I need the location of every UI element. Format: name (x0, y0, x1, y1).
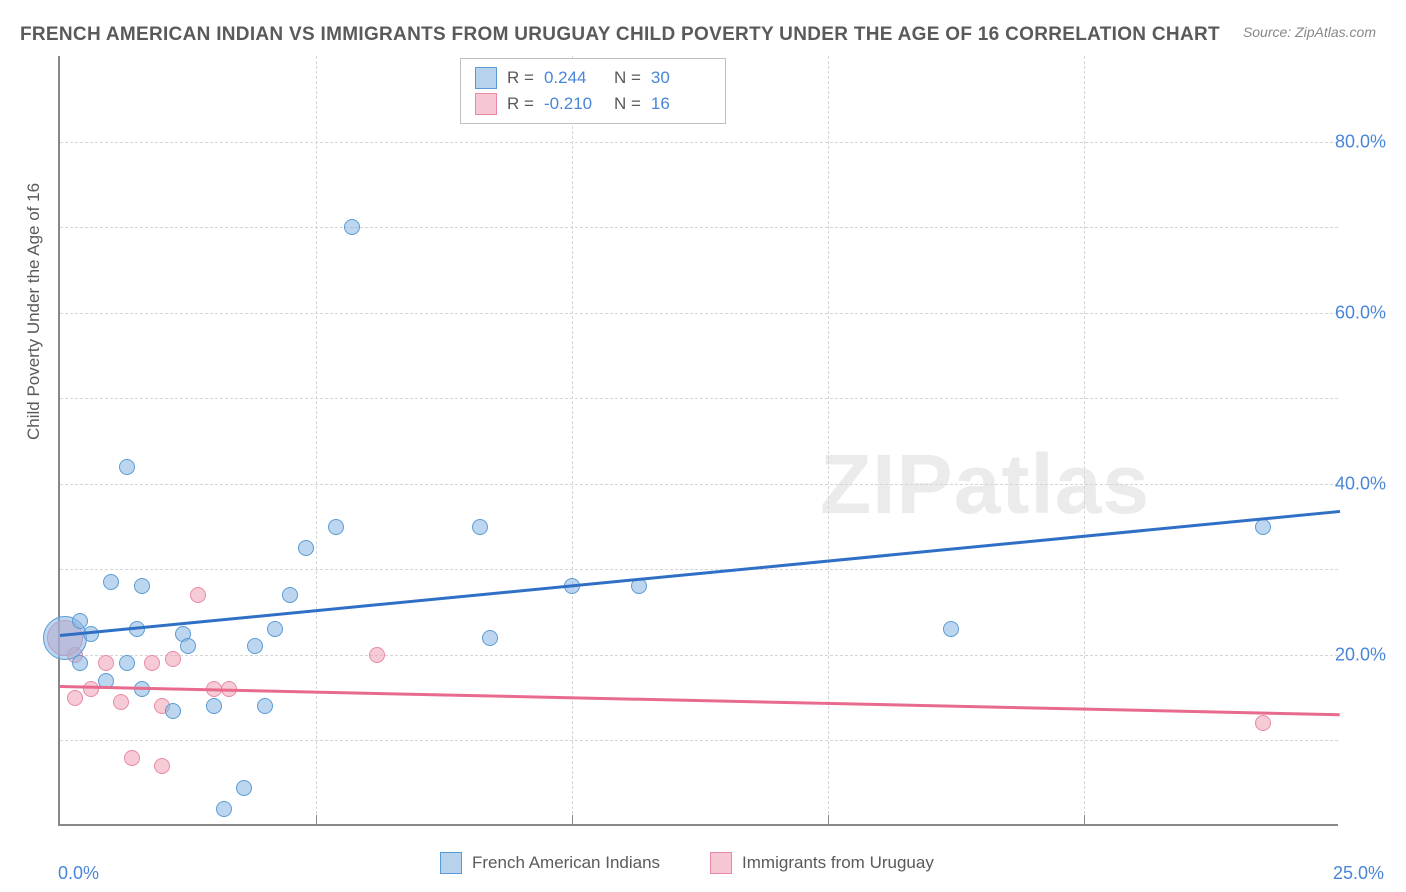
data-point-pink (98, 655, 114, 671)
data-point-blue (134, 578, 150, 594)
data-point-blue (943, 621, 959, 637)
grid-line-h (60, 142, 1338, 143)
correlation-legend: R = 0.244 N = 30 R = -0.210 N = 16 (460, 58, 726, 124)
grid-line-h (60, 313, 1338, 314)
x-tick-min: 0.0% (58, 863, 99, 884)
trend-line-pink (60, 685, 1340, 716)
n-label: N = (614, 94, 641, 114)
data-point-pink (165, 651, 181, 667)
data-point-blue (119, 655, 135, 671)
r-label: R = (507, 94, 534, 114)
swatch-pink (475, 93, 497, 115)
legend-row-blue: R = 0.244 N = 30 (475, 65, 711, 91)
x-tick-max: 25.0% (1333, 863, 1384, 884)
data-point-pink (144, 655, 160, 671)
data-point-blue (103, 574, 119, 590)
swatch-pink (710, 852, 732, 874)
grid-line-h (60, 227, 1338, 228)
data-point-pink (1255, 715, 1271, 731)
data-point-pink (154, 758, 170, 774)
grid-line-h (60, 484, 1338, 485)
n-label: N = (614, 68, 641, 88)
grid-line-v (828, 56, 829, 824)
grid-line-v (572, 56, 573, 824)
data-point-pink (369, 647, 385, 663)
data-point-blue (267, 621, 283, 637)
chart-title: FRENCH AMERICAN INDIAN VS IMMIGRANTS FRO… (20, 24, 1220, 46)
data-point-blue (216, 801, 232, 817)
chart-source: Source: ZipAtlas.com (1243, 24, 1376, 40)
legend-item-blue: French American Indians (440, 852, 660, 874)
legend-label-blue: French American Indians (472, 853, 660, 873)
data-point-blue (482, 630, 498, 646)
grid-line-h (60, 569, 1338, 570)
y-tick-label: 20.0% (1335, 644, 1386, 665)
data-point-pink (190, 587, 206, 603)
data-point-pink (83, 681, 99, 697)
legend-item-pink: Immigrants from Uruguay (710, 852, 934, 874)
trend-line-blue (60, 509, 1340, 636)
n-value-blue: 30 (651, 68, 711, 88)
data-point-blue (472, 519, 488, 535)
data-point-blue (119, 459, 135, 475)
grid-line-h (60, 655, 1338, 656)
y-tick-label: 40.0% (1335, 473, 1386, 494)
data-point-blue (298, 540, 314, 556)
y-axis-label: Child Poverty Under the Age of 16 (24, 183, 44, 440)
r-value-blue: 0.244 (544, 68, 604, 88)
y-tick-label: 60.0% (1335, 302, 1386, 323)
data-point-pink (67, 690, 83, 706)
r-label: R = (507, 68, 534, 88)
data-point-blue (206, 698, 222, 714)
grid-line-v (316, 56, 317, 824)
series-legend: French American Indians Immigrants from … (440, 852, 934, 874)
legend-label-pink: Immigrants from Uruguay (742, 853, 934, 873)
grid-line-h (60, 398, 1338, 399)
data-point-blue (282, 587, 298, 603)
data-point-pink (113, 694, 129, 710)
y-tick-label: 80.0% (1335, 131, 1386, 152)
data-point-pink (124, 750, 140, 766)
data-point-blue (1255, 519, 1271, 535)
data-point-blue (236, 780, 252, 796)
chart-plot-area: ZIPatlas (58, 56, 1338, 826)
data-point-blue (247, 638, 263, 654)
x-tick-mark (828, 815, 829, 825)
x-tick-mark (316, 815, 317, 825)
data-point-blue (257, 698, 273, 714)
data-point-blue (328, 519, 344, 535)
data-point-blue (180, 638, 196, 654)
swatch-blue (440, 852, 462, 874)
x-tick-mark (572, 815, 573, 825)
data-point-blue (344, 219, 360, 235)
swatch-blue (475, 67, 497, 89)
data-point-blue (165, 703, 181, 719)
grid-line-h (60, 740, 1338, 741)
legend-row-pink: R = -0.210 N = 16 (475, 91, 711, 117)
r-value-pink: -0.210 (544, 94, 604, 114)
n-value-pink: 16 (651, 94, 711, 114)
data-point-blue (72, 655, 88, 671)
x-tick-mark (1084, 815, 1085, 825)
